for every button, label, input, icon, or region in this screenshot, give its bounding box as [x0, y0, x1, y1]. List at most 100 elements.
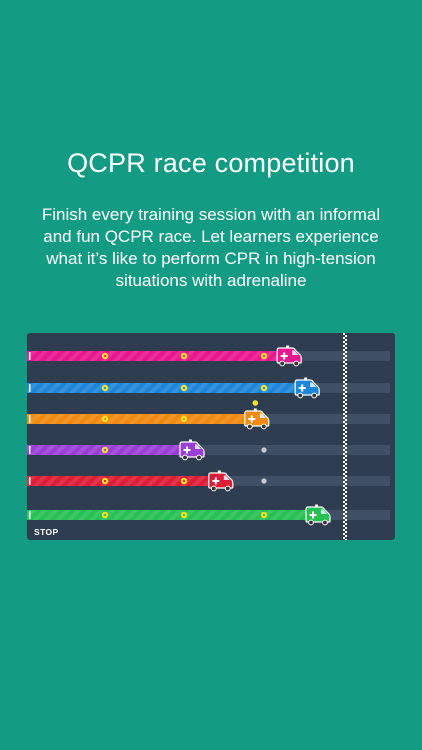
finish-line-segment: [343, 357, 345, 359]
finish-line-segment: [345, 379, 347, 381]
ambulance-icon: [294, 377, 320, 399]
finish-line-segment: [343, 509, 345, 511]
finish-line-segment: [345, 511, 347, 513]
finish-line-segment: [343, 513, 345, 515]
checkpoint-dot-center: [182, 513, 186, 517]
finish-line-segment: [345, 431, 347, 433]
finish-line-segment: [343, 349, 345, 351]
finish-line-segment: [345, 467, 347, 469]
lane-progress-bar: [27, 476, 221, 486]
finish-line-segment: [343, 461, 345, 463]
finish-line-segment: [343, 381, 345, 383]
finish-line-segment: [343, 529, 345, 531]
finish-line-segment: [345, 487, 347, 489]
finish-line-segment: [343, 341, 345, 343]
lane-start-marker: [29, 352, 31, 360]
finish-line-segment: [343, 353, 345, 355]
page-title: QCPR race competition: [67, 148, 355, 178]
ambulance-icon: [276, 345, 302, 367]
finish-line-segment: [343, 389, 345, 391]
finish-line-segment: [343, 397, 345, 399]
race-track-screenshot: STOP: [27, 333, 395, 540]
checkpoint-dot-center: [103, 354, 107, 358]
finish-line-segment: [345, 419, 347, 421]
finish-line-segment: [345, 439, 347, 441]
finish-line-segment: [343, 333, 345, 335]
finish-line-segment: [343, 365, 345, 367]
finish-line-segment: [343, 473, 345, 475]
finish-line-segment: [343, 413, 345, 415]
finish-line-segment: [345, 383, 347, 385]
stop-label: STOP: [34, 527, 59, 537]
finish-line-segment: [343, 465, 345, 467]
finish-line-segment: [345, 519, 347, 521]
finish-line-segment: [345, 407, 347, 409]
lane-start-marker: [29, 415, 31, 423]
finish-line-segment: [343, 361, 345, 363]
finish-line-segment: [343, 437, 345, 439]
finish-line-segment: [345, 475, 347, 477]
finish-line-segment: [345, 387, 347, 389]
finish-line-segment: [345, 359, 347, 361]
checkpoint-dot-center: [182, 479, 186, 483]
finish-line-segment: [343, 453, 345, 455]
finish-line-segment: [345, 363, 347, 365]
finish-line-segment: [343, 457, 345, 459]
finish-line-segment: [345, 523, 347, 525]
finish-line-segment: [345, 479, 347, 481]
finish-line-segment: [343, 377, 345, 379]
page-description: Finish every training session with an in…: [41, 205, 381, 290]
finish-line-segment: [343, 385, 345, 387]
finish-line-segment: [345, 483, 347, 485]
finish-line-segment: [345, 375, 347, 377]
checkpoint-dot-center: [262, 386, 266, 390]
finish-line-segment: [345, 427, 347, 429]
finish-line-segment: [345, 343, 347, 345]
checkpoint-dot-center: [103, 417, 107, 421]
checkpoint-dot-center: [103, 479, 107, 483]
finish-line-segment: [343, 417, 345, 419]
finish-line-segment: [345, 447, 347, 449]
checkpoint-dot-center: [262, 354, 266, 358]
finish-line-segment: [343, 401, 345, 403]
finish-line-segment: [345, 491, 347, 493]
finish-line-segment: [345, 415, 347, 417]
finish-line-segment: [343, 405, 345, 407]
finish-line-segment: [345, 355, 347, 357]
lane-progress-bar: [27, 383, 308, 393]
finish-line-segment: [343, 485, 345, 487]
finish-line-segment: [343, 337, 345, 339]
lane-start-marker: [29, 477, 31, 485]
finish-line-segment: [345, 539, 347, 540]
finish-line-segment: [343, 429, 345, 431]
lane-start-marker: [29, 384, 31, 392]
finish-line-segment: [345, 391, 347, 393]
checkpoint-dot-center: [262, 513, 266, 517]
finish-line-segment: [343, 505, 345, 507]
finish-line-segment: [345, 339, 347, 341]
finish-line-segment: [345, 347, 347, 349]
finish-line-segment: [345, 507, 347, 509]
finish-line-segment: [345, 451, 347, 453]
race-lanes: [27, 333, 390, 540]
checkpoint-dot-center: [103, 386, 107, 390]
checkpoint-dot-center: [182, 386, 186, 390]
race-flag-marker: [252, 400, 259, 406]
lane-start-marker: [29, 446, 31, 454]
finish-line-segment: [345, 371, 347, 373]
finish-line-segment: [343, 525, 345, 527]
finish-line-segment: [343, 477, 345, 479]
finish-line-segment: [345, 495, 347, 497]
finish-line-segment: [345, 471, 347, 473]
checkpoint-dot-center: [182, 354, 186, 358]
finish-line-segment: [345, 503, 347, 505]
finish-line-segment: [345, 531, 347, 533]
finish-line-segment: [345, 435, 347, 437]
finish-line-segment: [345, 535, 347, 537]
lane-progress-bar: [27, 414, 257, 424]
checkpoint-dot-pending: [261, 447, 267, 453]
finish-line-segment: [343, 421, 345, 423]
finish-line-segment: [343, 373, 345, 375]
checkpoint-dot-center: [182, 417, 186, 421]
finish-line-segment: [345, 527, 347, 529]
